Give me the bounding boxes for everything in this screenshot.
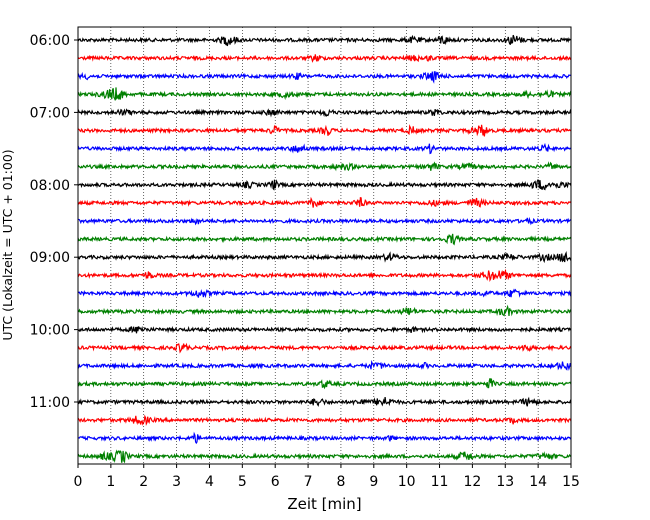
x-tick-label: 9 [369,474,378,490]
x-tick-label: 11 [431,474,449,490]
y-tick-label: 11:00 [30,395,70,411]
seismic-trace [77,71,572,84]
y-tick-label: 07:00 [30,105,70,121]
seismic-trace [77,142,572,155]
seismic-trace [77,449,572,464]
y-tick-label: 09:00 [30,250,70,266]
grid-lines [110,27,539,464]
seismic-trace [77,304,572,317]
seismic-trace [77,414,572,427]
x-tick-label: 0 [74,474,83,490]
plot-frame [77,26,572,465]
x-tick-label: 8 [336,474,345,490]
seismic-trace [77,396,572,407]
seismic-trace [77,378,572,390]
seismic-trace [77,268,572,283]
seismic-trace [77,288,572,299]
seismic-trace [77,179,572,191]
seismic-trace [77,359,572,371]
x-tick-label: 1 [106,474,115,490]
seismic-trace [77,87,572,101]
y-axis-ticks: 06:00 07:00 08:00 09:00 10:00 11:00 [30,33,78,411]
x-tick-label: 3 [172,474,181,490]
x-tick-label: 7 [304,474,313,490]
x-tick-label: 2 [139,474,148,490]
seismic-trace [78,216,572,226]
seismic-trace [77,431,572,445]
x-tick-label: 5 [238,474,247,490]
x-tick-label: 15 [562,474,580,490]
x-axis-ticks: 0 1 2 3 4 5 6 7 8 9 10 11 12 13 14 15 [74,464,580,490]
x-tick-label: 4 [205,474,214,490]
x-tick-label: 12 [463,474,481,490]
seismic-trace [77,342,572,354]
seismic-trace [77,251,572,264]
seismic-trace [77,108,572,118]
seismic-trace [77,325,572,334]
seismic-trace [77,34,572,47]
y-axis-label: UTC (Lokalzeit = UTC + 01:00) [0,149,15,340]
seismic-trace [77,124,572,137]
y-tick-label: 06:00 [30,33,70,49]
x-tick-label: 10 [398,474,416,490]
seismic-trace [77,53,572,63]
x-tick-label: 6 [271,474,280,490]
y-tick-label: 08:00 [30,178,70,194]
x-axis-label: Zeit [min] [287,495,361,513]
seismic-trace [77,161,572,172]
seismic-trace [77,196,572,208]
x-tick-label: 14 [529,474,547,490]
x-tick-label: 13 [496,474,514,490]
y-tick-label: 10:00 [30,323,70,339]
seismic-trace [77,233,572,246]
seismic-traces [77,34,572,464]
